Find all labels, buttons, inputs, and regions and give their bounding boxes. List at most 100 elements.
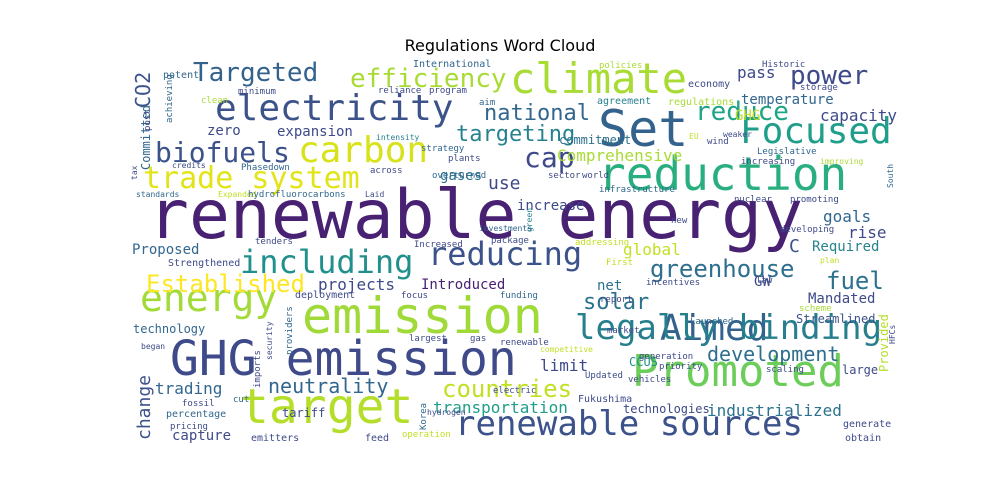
word-feed: feed xyxy=(365,433,389,444)
word-strategy: strategy xyxy=(421,144,465,154)
chart-title: Regulations Word Cloud xyxy=(404,36,596,55)
word-c: C xyxy=(789,236,800,257)
word-agreement: agreement xyxy=(597,96,651,107)
word-korea: Korea xyxy=(419,403,429,430)
word-world: world xyxy=(582,171,609,181)
word-overturned: overturned xyxy=(432,171,486,181)
word-hydrofluorocarbons: hydrofluorocarbons xyxy=(248,190,346,200)
word-increase: increase xyxy=(517,198,584,214)
word-intensity: intensity xyxy=(376,133,420,142)
word-mandated: Mandated xyxy=(808,291,875,307)
word-strengthened: Strengthened xyxy=(168,258,240,269)
word-fossil: fossil xyxy=(182,399,215,409)
word-cut: cut xyxy=(233,395,249,405)
word-renewable-energy: renewable energy xyxy=(148,176,803,255)
word-industrialized: industrialized xyxy=(707,401,842,420)
word-national: national xyxy=(484,101,590,126)
word-potent: potent xyxy=(163,70,199,81)
word-imports: imports xyxy=(253,350,263,388)
word-generate: generate xyxy=(843,419,891,430)
word-priority: priority xyxy=(659,362,703,372)
word-power: power xyxy=(790,61,868,91)
word-across: across xyxy=(370,166,403,176)
word-emitters: emitters xyxy=(251,433,299,444)
word-obtain: obtain xyxy=(845,433,881,444)
word-updated: Updated xyxy=(585,371,623,381)
word-climate: climate xyxy=(510,54,687,103)
word-economy: economy xyxy=(688,79,730,90)
word-gases: gases xyxy=(440,168,482,184)
word-percentage: percentage xyxy=(166,409,226,420)
word-technologies: technologies xyxy=(623,402,710,416)
word-green: green xyxy=(525,208,534,232)
word-post: post xyxy=(143,109,153,131)
word-net: net xyxy=(597,278,622,294)
word-operation: operation xyxy=(402,430,451,440)
word-scheme: scheme xyxy=(799,304,832,314)
word-legislative: Legislative xyxy=(757,147,817,157)
word-minimum: minimum xyxy=(238,87,276,97)
word-laid: Laid xyxy=(365,190,384,199)
word-development: development xyxy=(707,342,839,366)
word-including: including xyxy=(240,243,413,281)
word-phasedown: Phasedown xyxy=(241,163,290,173)
word-projects: projects xyxy=(318,275,395,294)
word-zero: zero xyxy=(207,123,241,139)
word-greenhouse: greenhouse xyxy=(650,255,795,283)
word-fuel: fuel xyxy=(826,267,884,295)
word-scaling: scaling xyxy=(766,365,804,375)
word-focus: focus xyxy=(401,291,428,301)
word-electric: electric xyxy=(493,386,536,396)
word-provided: Provided xyxy=(877,314,891,372)
word-tax: tax xyxy=(130,165,139,180)
word-reliance: reliance xyxy=(378,86,421,96)
word-capture: capture xyxy=(172,428,231,444)
word-emission: emission xyxy=(302,287,543,345)
word-limit: limit xyxy=(540,356,588,375)
word-credits: credits xyxy=(172,161,206,170)
word-focused: Focused xyxy=(740,111,892,152)
word-biofuels: biofuels xyxy=(155,136,290,169)
word-gas: gas xyxy=(470,334,486,344)
word-ghg: GHG xyxy=(735,108,760,124)
word-transportation: transportation xyxy=(433,398,568,417)
word-incentives: incentives xyxy=(646,278,700,288)
word-program: program xyxy=(429,86,467,96)
word-required: Required xyxy=(812,239,879,255)
word-generation: generation xyxy=(639,352,693,362)
word-international: International xyxy=(413,59,491,70)
word-law: law xyxy=(756,276,773,286)
word-commitment: commitment xyxy=(559,133,631,147)
word-introduced: Introduced xyxy=(421,277,505,293)
word-storage: storage xyxy=(800,83,838,93)
word-increasing: increasing xyxy=(741,157,795,167)
word-efficiency: efficiency xyxy=(350,64,507,94)
word-improving: improving xyxy=(820,157,864,166)
word-reduction: reduction xyxy=(598,147,847,201)
word-promoting: promoting xyxy=(790,195,839,205)
word-promoted: Promoted xyxy=(632,346,844,397)
word-report: report xyxy=(600,295,633,305)
word-cap: cap xyxy=(524,141,575,174)
word-funding: funding xyxy=(500,291,538,301)
word-streamlined: Streamlined xyxy=(796,312,875,326)
word-solar: solar xyxy=(583,290,649,315)
word-countries: countries xyxy=(442,375,572,403)
word-capacity: capacity xyxy=(820,106,897,125)
word-rise: rise xyxy=(848,223,887,242)
word-legally-binding: legally binding xyxy=(575,308,882,348)
word-gw: GW xyxy=(754,274,771,290)
word-targeting: targeting xyxy=(456,122,575,147)
word-historic: Historic xyxy=(762,60,805,70)
word-largest: largest xyxy=(409,334,447,344)
word-committed: Committed xyxy=(139,105,153,170)
word-regulations: regulations xyxy=(668,97,734,108)
word-use: use xyxy=(488,173,521,194)
word-began: began xyxy=(141,342,165,351)
word-fukushima: Fukushima xyxy=(578,394,632,405)
word-infrastructure: infrastructure xyxy=(599,185,675,195)
word-first: First xyxy=(606,258,633,268)
word-market: market xyxy=(607,326,640,336)
word-south: South xyxy=(886,164,895,188)
word-hydrogen: hydrogen xyxy=(427,408,466,417)
